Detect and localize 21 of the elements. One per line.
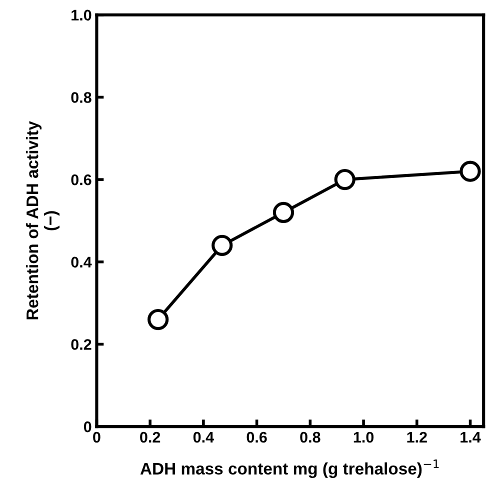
x-tick-label: 0.6 xyxy=(246,432,267,443)
y-tick-label: 0.8 xyxy=(71,92,92,103)
x-tick-label: 0.2 xyxy=(140,432,160,443)
x-tick-label: 0.4 xyxy=(193,432,214,443)
y-axis-title: Retention of ADH activity (−) xyxy=(26,121,60,320)
point xyxy=(148,308,169,330)
y-tick-label: 0.2 xyxy=(71,339,92,350)
point xyxy=(460,160,481,182)
x-axis-title: ADH mass content mg (g trehalose)$^{−1}$ xyxy=(140,460,439,478)
y-tick-label: 0 xyxy=(84,421,92,432)
y-tick-label: 0.6 xyxy=(71,174,92,186)
x-tick-label: 0 xyxy=(93,432,100,443)
y-tick-label: 0.4 xyxy=(71,256,92,268)
x-tick-label: 0.8 xyxy=(300,432,320,443)
y-tick-label: 1.0 xyxy=(72,10,92,21)
point xyxy=(212,234,233,256)
point xyxy=(272,202,294,224)
x-tick-label: 1.0 xyxy=(354,432,374,443)
x-tick-label: 1.4 xyxy=(460,432,481,442)
x-tick-label: 1.2 xyxy=(407,432,427,442)
point xyxy=(334,168,356,190)
